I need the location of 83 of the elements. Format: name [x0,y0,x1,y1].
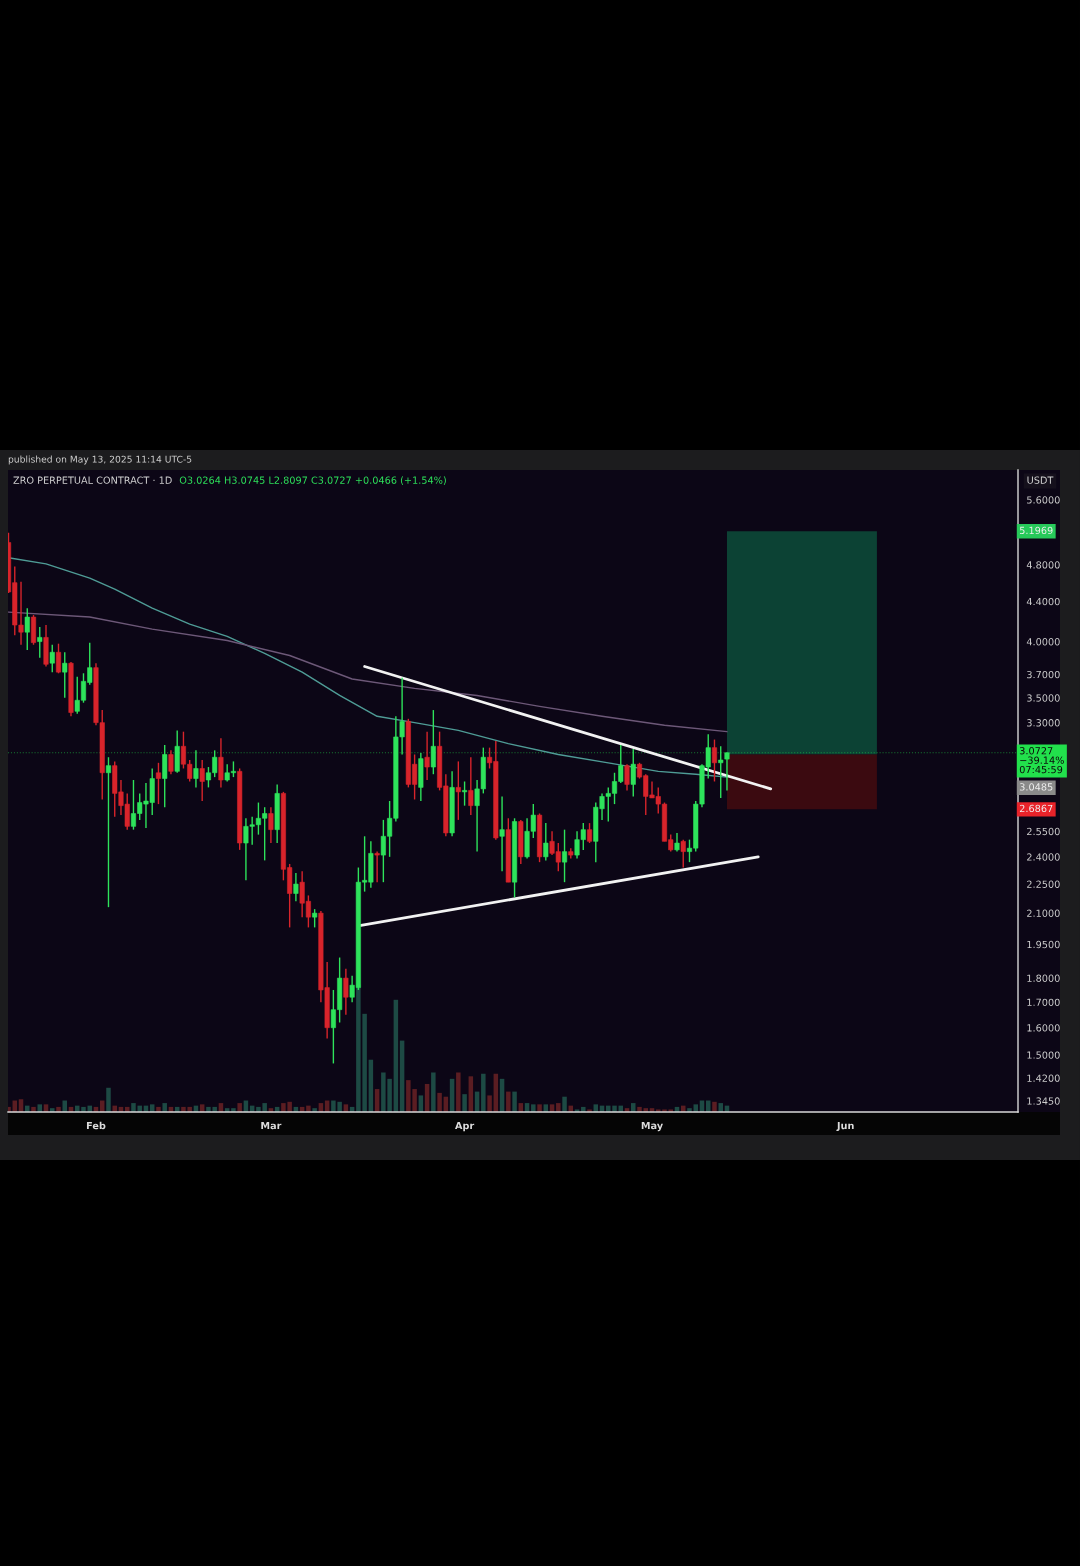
text: 3.0485 [1019,783,1053,791]
candlestick [62,651,68,699]
y-tick-label: 2.4000 [1027,853,1060,861]
candlestick [199,759,205,802]
candlestick [680,838,686,869]
line-series [8,557,728,778]
candlestick [587,822,593,844]
candlestick [424,730,430,781]
candlestick [105,756,112,908]
y-tick-label: 4.4000 [1026,597,1060,606]
y-tick-label: 4.8000 [1026,561,1060,569]
y-tick-label: 2.1000 [1027,909,1060,917]
y-tick-label: 1.9500 [1027,940,1060,949]
ref-line-label: 3.0727 −39.14% 07:45:59 [1019,747,1064,774]
candlestick [49,644,55,673]
y-tick-label: 1.3450 [1027,1097,1060,1105]
x-tick-label: Mar [261,1122,282,1130]
bar [487,1095,492,1112]
candlestick [455,760,461,821]
bar [562,1096,567,1112]
candlestick [630,748,636,798]
y-tick-label: 3.3000 [1027,719,1060,727]
bar [462,1094,467,1112]
y-tick-label: 2.5500 [1027,827,1060,836]
candlestick [155,762,161,805]
candlestick [218,737,224,789]
candlestick [430,709,436,775]
y-tick-label: 1.8000 [1027,974,1060,982]
candlestick [468,756,474,816]
bar [106,1087,111,1112]
candlestick [562,828,568,883]
candlestick [55,642,62,674]
x-tick-label: Apr [454,1122,475,1132]
text: published on May 13, 2025 11:14 UTC-5 [8,455,192,465]
candlestick [624,763,630,792]
text: ZRO PERPETUAL CONTRACT · 1D [13,476,172,484]
bar [456,1072,461,1112]
y-tick-label: 1.7000 [1027,998,1060,1007]
candlestick [462,780,468,807]
candlestick [168,749,174,775]
x-tick-label: Feb [86,1121,106,1130]
candlestick [711,738,718,783]
line-series [8,611,728,733]
bar [512,1091,517,1112]
bar [431,1072,436,1112]
x-tick-label: Jun [836,1122,854,1132]
candlestick [343,968,349,1016]
y-tick-label: 5.6000 [1027,496,1060,504]
bar [556,1103,561,1112]
y-tick-label: 2.2500 [1027,880,1060,888]
bar [631,1103,636,1112]
y-tick-label: 1.4200 [1027,1074,1060,1082]
y-axis-title: USDT [1027,476,1054,484]
bar [531,1104,536,1112]
bar [162,1103,167,1112]
bar [62,1100,67,1112]
bar [587,1109,592,1112]
candlestick [543,822,549,862]
bar [481,1073,486,1112]
candlestick [37,626,43,659]
candlestick [293,872,299,902]
y-tick-label: 4.0000 [1026,638,1060,646]
candlestick [193,749,199,789]
bar [537,1104,542,1112]
x-tick-label: May [641,1121,663,1132]
bar [437,1092,442,1112]
text: O3.0264 H3.0745 L2.8097 C3.0727 +0.0466 (+1.54%) [179,476,446,485]
y-tick-label: 1.6000 [1027,1024,1060,1032]
y-tick-label: 3.7000 [1027,670,1060,679]
candlestick [268,806,274,844]
candlestick [499,795,505,872]
bar [506,1091,511,1112]
candlestick [374,850,380,883]
candlestick [674,832,680,853]
y-tick-label: 1.5000 [1027,1051,1060,1059]
annotation: 2.6867 [1019,804,1053,813]
candlestick [312,908,318,929]
bar [712,1101,717,1112]
bar [718,1103,723,1112]
annotation: 5.1969 [1019,526,1053,535]
bar [237,1103,242,1112]
y-tick-label: 3.5000 [1027,694,1060,702]
candlestick [24,607,30,651]
